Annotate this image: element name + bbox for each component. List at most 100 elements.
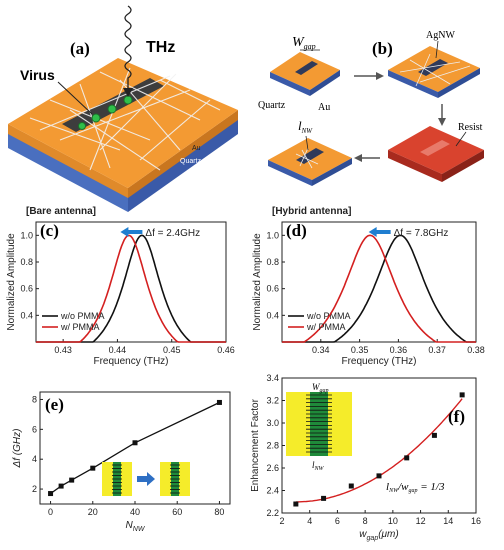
thz-arrow-head	[123, 88, 133, 97]
y-tick-label: 8	[32, 394, 37, 404]
data-point	[48, 491, 54, 497]
y-tick-label: 0.4	[20, 310, 33, 320]
l-nw-pointer	[305, 135, 309, 151]
x-tick-label: 0.38	[467, 345, 485, 355]
panel-label-b: (b)	[372, 39, 393, 58]
w-gap-label: Wgap	[292, 35, 316, 51]
chart-d: 0.34 0.35 0.36 0.37 0.38 0.4 0.6 0.8 1.0 w/o PMMA…	[252, 206, 485, 367]
y-tick-label: 0.8	[20, 257, 33, 267]
y-tick-label: 1.0	[266, 230, 279, 240]
quartz-layer	[8, 132, 128, 212]
inset-arrow	[137, 472, 155, 486]
data-point	[69, 477, 75, 483]
y-tick-label: 0.6	[266, 284, 279, 294]
quartz-label-b: Quartz	[258, 100, 286, 111]
y-tick-label: 2.4	[266, 486, 279, 496]
x-tick-label: 14	[443, 516, 453, 526]
ratio-mid: /w	[397, 481, 409, 493]
y-tick-label: 4	[32, 454, 37, 464]
process-arrow-1-head	[376, 72, 384, 80]
x-tick-label: 60	[172, 507, 182, 517]
x-tick-label: 0	[48, 507, 53, 517]
panel-label-d: (d)	[286, 221, 307, 240]
quartz-label: Quartz	[180, 158, 202, 165]
y-axis-label: Normalized Amplitude	[252, 233, 263, 331]
x-axis-label-sub: gap	[367, 535, 379, 542]
y-axis-label: Enhancement Factor	[250, 398, 261, 491]
panel-header-d: [Hybrid antenna]	[272, 206, 351, 217]
x-tick-label: 0.43	[54, 345, 72, 355]
panel-a: (a) THz Virus Au Quartz	[8, 5, 238, 212]
virus-pointer	[57, 81, 93, 115]
x-axis-label-sub: NW	[133, 526, 146, 533]
legend-label: w/o PMMA	[306, 311, 351, 321]
inset-l-nw-label: lNW	[312, 460, 325, 472]
y-tick-label: 6	[32, 424, 37, 434]
x-axis-label: NNW	[126, 520, 146, 533]
y-tick-label: 3.4	[266, 373, 279, 383]
panel-label-e: (e)	[45, 395, 64, 414]
x-tick-label: 0.37	[428, 345, 446, 355]
y-tick-label: 0.8	[266, 257, 279, 267]
agnw-pointer	[435, 40, 439, 59]
agnw-label: AgNW	[426, 30, 455, 41]
inset-gap	[310, 392, 328, 456]
legend-label: w/o PMMA	[60, 311, 105, 321]
virus-label: Virus	[20, 67, 55, 83]
ratio-value: = 1/3	[417, 481, 444, 493]
step-final	[268, 138, 352, 186]
resist-label: Resist	[458, 122, 483, 133]
x-tick-label: 16	[471, 516, 481, 526]
y-tick-label: 0.6	[20, 284, 33, 294]
y-tick-label: 0.4	[266, 310, 279, 320]
x-tick-label: 4	[307, 516, 312, 526]
panel-header-c: [Bare antenna]	[26, 206, 96, 217]
l-nw-label: lNW	[298, 118, 313, 135]
panel-label-c: (c)	[40, 221, 59, 240]
step-agnw	[388, 46, 480, 98]
inset-w-gap-sub: gap	[320, 388, 329, 394]
data-point	[459, 392, 465, 398]
y-axis-label: Δf (GHz)	[12, 429, 23, 469]
x-tick-label: 2	[279, 516, 284, 526]
x-tick-label: 0.46	[217, 345, 235, 355]
data-point	[376, 473, 382, 479]
y-tick-label: 2.8	[266, 441, 279, 451]
panel-label-a: (a)	[70, 39, 90, 58]
panel-b: (b) Wgap Quartz Au AgNW	[258, 30, 484, 186]
step-resist	[388, 126, 484, 182]
process-arrow-3-head	[354, 154, 362, 162]
x-tick-label: 0.36	[390, 345, 408, 355]
y-tick-label: 1.0	[20, 230, 33, 240]
x-tick-label: 0.34	[312, 345, 330, 355]
data-point	[404, 455, 410, 461]
data-point	[132, 440, 138, 446]
au-layer-front	[8, 124, 128, 198]
y-axis-label: Normalized Amplitude	[6, 233, 17, 331]
legend-label: w/ PMMA	[60, 322, 100, 332]
x-axis-label: Frequency (THz)	[93, 356, 168, 367]
x-axis-label: wgap(μm)	[359, 529, 398, 542]
thz-wave	[124, 5, 132, 92]
plot-frame	[39, 391, 231, 505]
x-tick-label: 20	[88, 507, 98, 517]
au-label-b: Au	[318, 102, 330, 113]
nanowires	[29, 67, 221, 171]
panel-label-f: (f)	[448, 407, 465, 426]
x-axis-label: Frequency (THz)	[341, 356, 416, 367]
x-tick-label: 0.44	[109, 345, 127, 355]
x-tick-label: 12	[416, 516, 426, 526]
step-au-gap	[270, 52, 340, 96]
plot-frame	[281, 221, 477, 343]
ratio-sub1: NW	[388, 488, 399, 494]
shift-label: Δf = 2.4GHz	[145, 228, 200, 239]
x-tick-label: 0.45	[163, 345, 181, 355]
x-tick-label: 8	[363, 516, 368, 526]
ratio-sub2: gap	[408, 488, 417, 494]
plot-frame	[35, 221, 227, 343]
data-point	[58, 483, 64, 489]
virus-particles	[78, 95, 133, 130]
shift-arrow	[120, 227, 143, 237]
